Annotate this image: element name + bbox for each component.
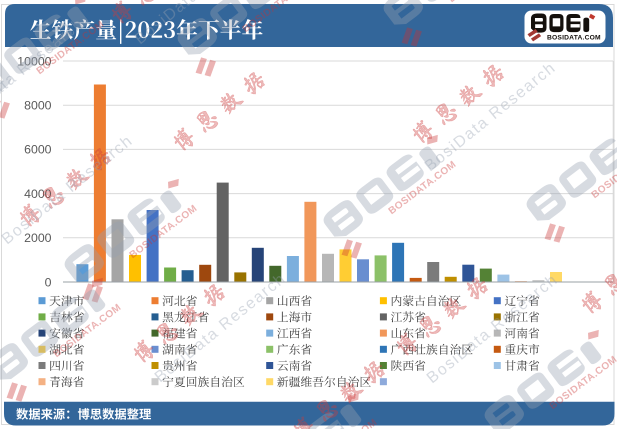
svg-text:8000: 8000 [24, 99, 52, 113]
svg-text:BOSIDATA.COM: BOSIDATA.COM [547, 35, 601, 42]
svg-text:6000: 6000 [24, 143, 52, 157]
svg-text:2000: 2000 [24, 231, 52, 245]
svg-text:0: 0 [45, 275, 52, 289]
